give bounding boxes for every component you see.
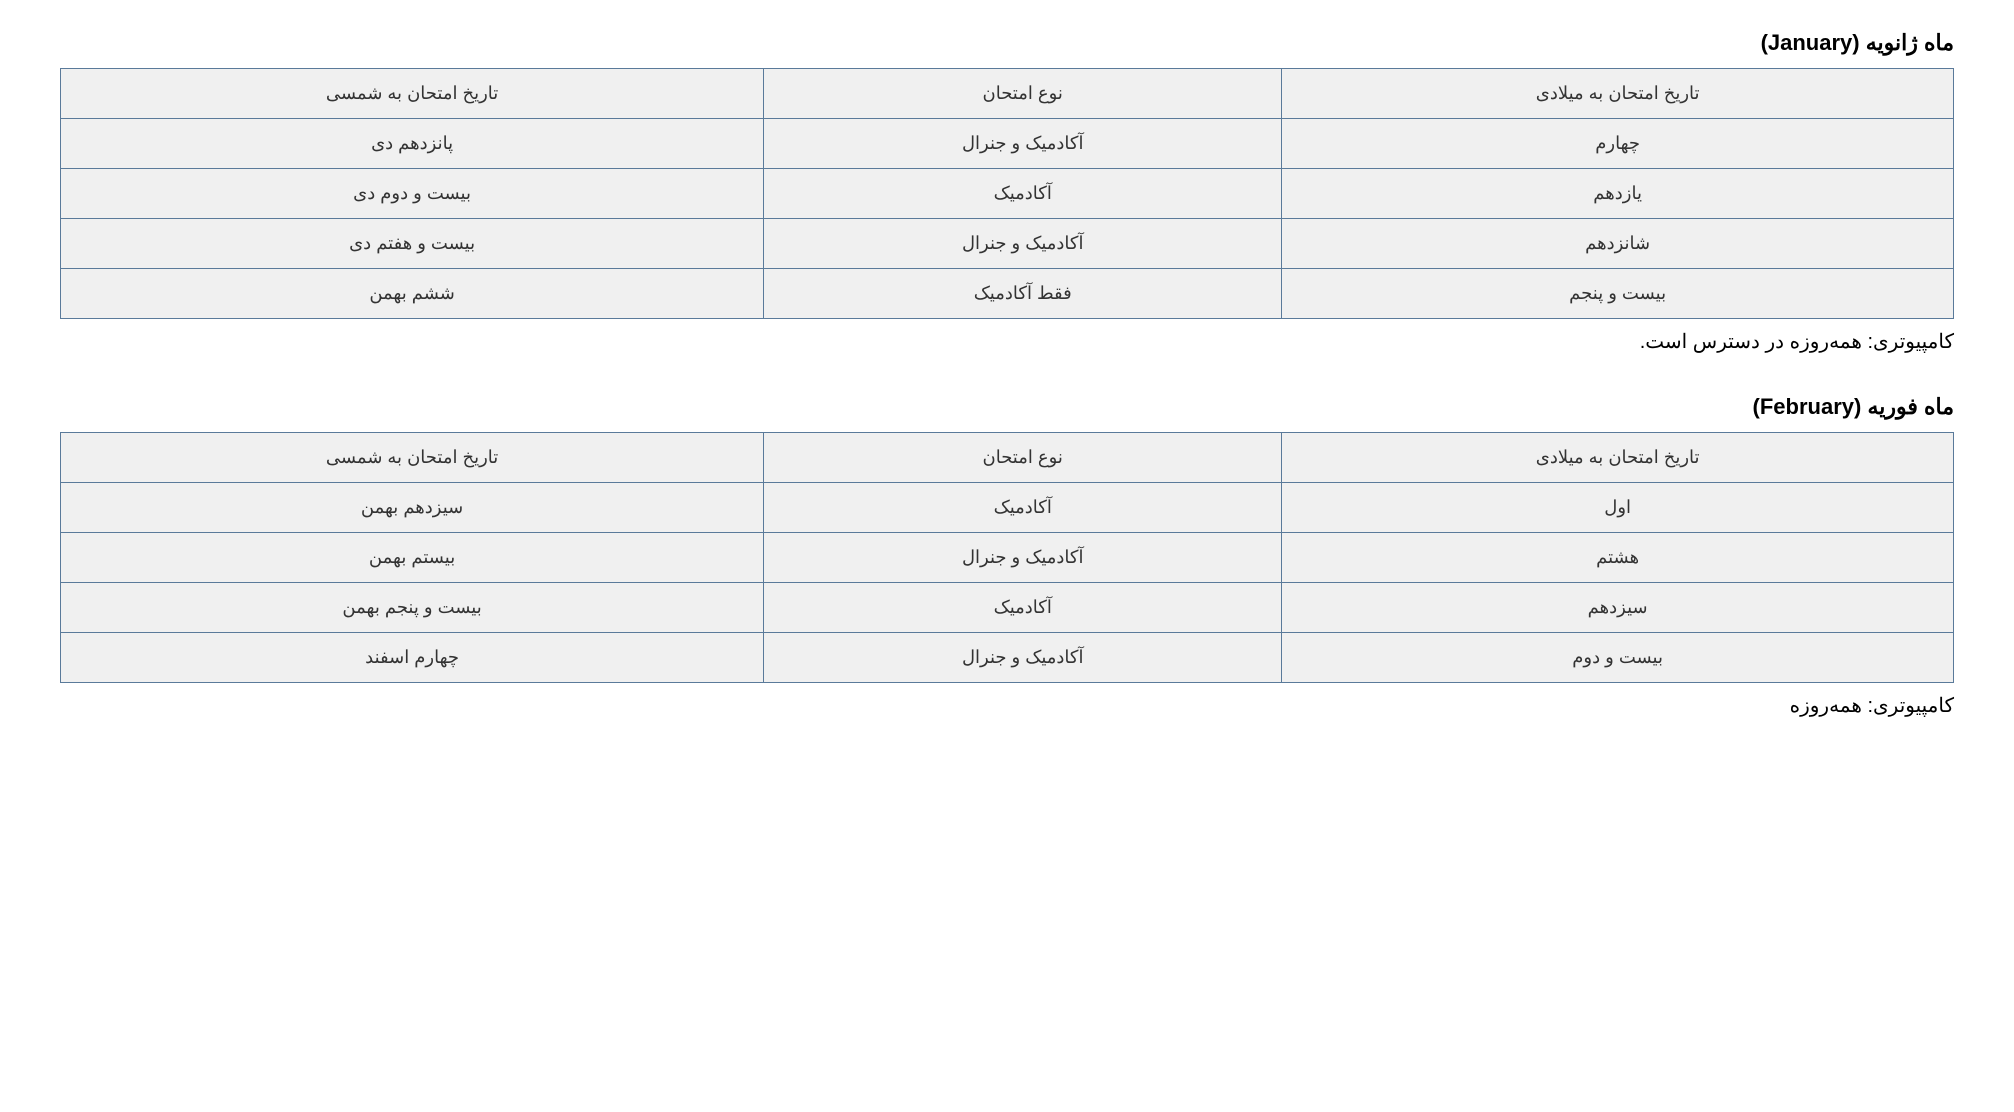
table-row: چهارمآکادمیک و جنرالپانزدهم دی [61,119,1954,169]
table-cell: سیزدهم [1282,583,1954,633]
table-cell: یازدهم [1282,169,1954,219]
section-title: ماه ژانویه (January) [60,30,1954,56]
table-cell: شانزدهم [1282,219,1954,269]
exam-table: تاریخ امتحان به میلادینوع امتحانتاریخ ام… [60,68,1954,319]
table-cell: بیستم بهمن [61,533,764,583]
section-title: ماه فوریه (February) [60,394,1954,420]
table-cell: فقط آکادمیک [764,269,1282,319]
exam-table: تاریخ امتحان به میلادینوع امتحانتاریخ ام… [60,432,1954,683]
section-note: کامپیوتری: همه‌روزه در دسترس است. [60,329,1954,354]
table-cell: بیست و پنجم بهمن [61,583,764,633]
table-cell: چهارم اسفند [61,633,764,683]
section-1: ماه فوریه (February) تاریخ امتحان به میلا… [60,394,1954,718]
table-header-cell: نوع امتحان [764,433,1282,483]
table-header-cell: تاریخ امتحان به شمسی [61,69,764,119]
table-cell: آکادمیک و جنرال [764,119,1282,169]
table-row: هشتمآکادمیک و جنرالبیستم بهمن [61,533,1954,583]
table-cell: پانزدهم دی [61,119,764,169]
table-cell: هشتم [1282,533,1954,583]
table-cell: بیست و هفتم دی [61,219,764,269]
table-row: یازدهمآکادمیکبیست و دوم دی [61,169,1954,219]
table-row: اولآکادمیکسیزدهم بهمن [61,483,1954,533]
table-cell: چهارم [1282,119,1954,169]
table-cell: آکادمیک [764,169,1282,219]
table-cell: بیست و دوم دی [61,169,764,219]
table-row: شانزدهمآکادمیک و جنرالبیست و هفتم دی [61,219,1954,269]
table-cell: اول [1282,483,1954,533]
table-row: سیزدهمآکادمیکبیست و پنجم بهمن [61,583,1954,633]
table-header-row: تاریخ امتحان به میلادینوع امتحانتاریخ ام… [61,69,1954,119]
table-header-cell: تاریخ امتحان به شمسی [61,433,764,483]
table-header-cell: نوع امتحان [764,69,1282,119]
table-header-row: تاریخ امتحان به میلادینوع امتحانتاریخ ام… [61,433,1954,483]
table-cell: بیست و دوم [1282,633,1954,683]
table-cell: آکادمیک و جنرال [764,533,1282,583]
table-row: بیست و پنجمفقط آکادمیکششم بهمن [61,269,1954,319]
section-0: ماه ژانویه (January) تاریخ امتحان به میلا… [60,30,1954,354]
table-header-cell: تاریخ امتحان به میلادی [1282,433,1954,483]
table-row: بیست و دومآکادمیک و جنرالچهارم اسفند [61,633,1954,683]
table-cell: آکادمیک و جنرال [764,633,1282,683]
table-cell: آکادمیک [764,483,1282,533]
table-cell: آکادمیک و جنرال [764,219,1282,269]
table-cell: سیزدهم بهمن [61,483,764,533]
table-cell: آکادمیک [764,583,1282,633]
section-note: کامپیوتری: همه‌روزه [60,693,1954,718]
table-header-cell: تاریخ امتحان به میلادی [1282,69,1954,119]
table-cell: بیست و پنجم [1282,269,1954,319]
table-cell: ششم بهمن [61,269,764,319]
